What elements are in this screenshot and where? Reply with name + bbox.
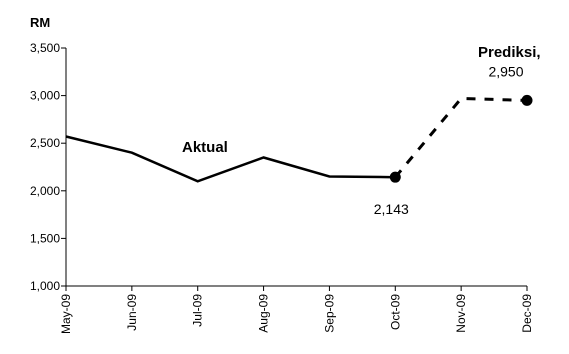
y-tick-label: 2,000 <box>30 184 60 198</box>
y-tick-label: 3,500 <box>30 41 60 55</box>
x-tick-label: Jul-09 <box>191 294 205 327</box>
x-tick-label: May-09 <box>59 294 73 334</box>
data-point-marker <box>389 171 401 183</box>
series-line-aktual <box>65 135 396 183</box>
labels-layer: 2,143 2,950 Aktual Prediksi, <box>182 44 541 217</box>
data-point-marker <box>521 94 533 106</box>
data-point-label: 2,950 <box>488 63 523 79</box>
y-tick-label: 3,000 <box>30 89 60 103</box>
x-tick-label: Sep-09 <box>322 294 336 333</box>
x-tick-label: Aug-09 <box>257 294 271 333</box>
x-tick-label: Dec-09 <box>520 294 534 333</box>
x-tick-labels: May-09 Jun-09 Jul-09 Aug-09 Sep-09 Oct-09 Nov-… <box>59 286 534 334</box>
y-tick-label: 2,500 <box>30 136 60 150</box>
y-tick-labels: 1,000 1,500 2,000 2,500 3,000 3,500 <box>30 41 66 293</box>
x-tick-label: Nov-09 <box>454 294 468 333</box>
axes: RM <box>30 15 527 287</box>
y-tick-label: 1,500 <box>30 231 60 245</box>
series-line-prediksi <box>394 96 528 179</box>
series-label-aktual: Aktual <box>182 139 228 156</box>
y-axis-label: RM <box>30 15 50 30</box>
x-tick-label: Oct-09 <box>388 294 402 330</box>
series-label-prediksi: Prediksi, <box>478 44 541 61</box>
x-tick-label: Jun-09 <box>125 294 139 331</box>
data-point-label: 2,143 <box>374 201 409 217</box>
y-tick-label: 1,000 <box>30 279 60 293</box>
series-layer <box>65 96 528 183</box>
